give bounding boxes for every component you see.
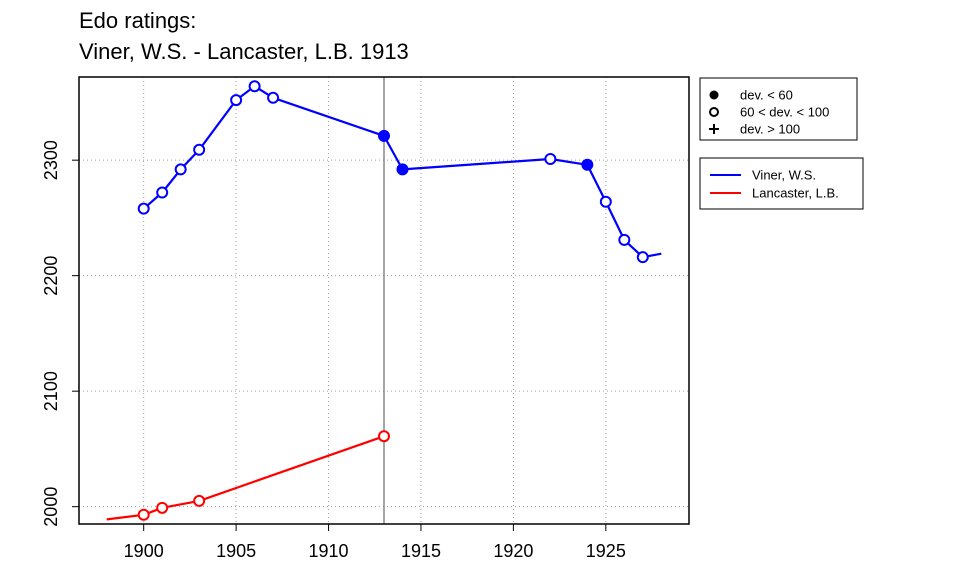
legend-series-label: Lancaster, L.B.	[752, 186, 839, 201]
data-point	[636, 251, 649, 264]
data-point	[267, 91, 280, 104]
data-point	[378, 129, 390, 142]
chart-title-line-1: Edo ratings:	[79, 8, 197, 33]
legend-series-label: Viner, W.S.	[752, 168, 816, 183]
legend-marker-label: dev. > 100	[740, 122, 800, 137]
data-point	[248, 80, 261, 93]
data-point	[396, 163, 409, 176]
data-point	[156, 186, 169, 199]
y-tick-label: 2200	[41, 256, 61, 296]
legend-marker-label: dev. < 60	[740, 88, 793, 103]
plus-icon	[709, 124, 719, 134]
x-tick-label: 1925	[586, 541, 626, 561]
data-point	[544, 153, 557, 166]
data-point	[599, 195, 612, 208]
data-point	[193, 494, 206, 507]
x-tick-label: 1910	[309, 541, 349, 561]
data-point	[230, 94, 243, 107]
chart-title-line-2: Viner, W.S. - Lancaster, L.B. 1913	[79, 39, 409, 64]
y-tick-label: 2100	[41, 371, 61, 411]
x-tick-label: 1900	[124, 541, 164, 561]
data-point	[581, 158, 594, 171]
open-circle-icon	[709, 107, 719, 117]
y-tick-label: 2300	[41, 140, 61, 180]
legend-series-box	[699, 157, 864, 210]
series-line-1	[106, 435, 385, 521]
data-point	[137, 202, 150, 215]
legend-markers-box	[699, 77, 858, 141]
legend-marker-label: 60 < dev. < 100	[740, 105, 829, 120]
data-point	[156, 501, 169, 514]
x-tick-label: 1915	[401, 541, 441, 561]
data-point	[378, 430, 390, 443]
data-point	[137, 508, 150, 521]
y-tick-label: 2000	[41, 487, 61, 527]
filled-circle-icon	[709, 90, 719, 100]
x-tick-label: 1920	[493, 541, 533, 561]
data-point	[618, 233, 631, 246]
data-point	[193, 143, 206, 156]
x-tick-label: 1905	[216, 541, 256, 561]
data-point	[174, 163, 187, 176]
